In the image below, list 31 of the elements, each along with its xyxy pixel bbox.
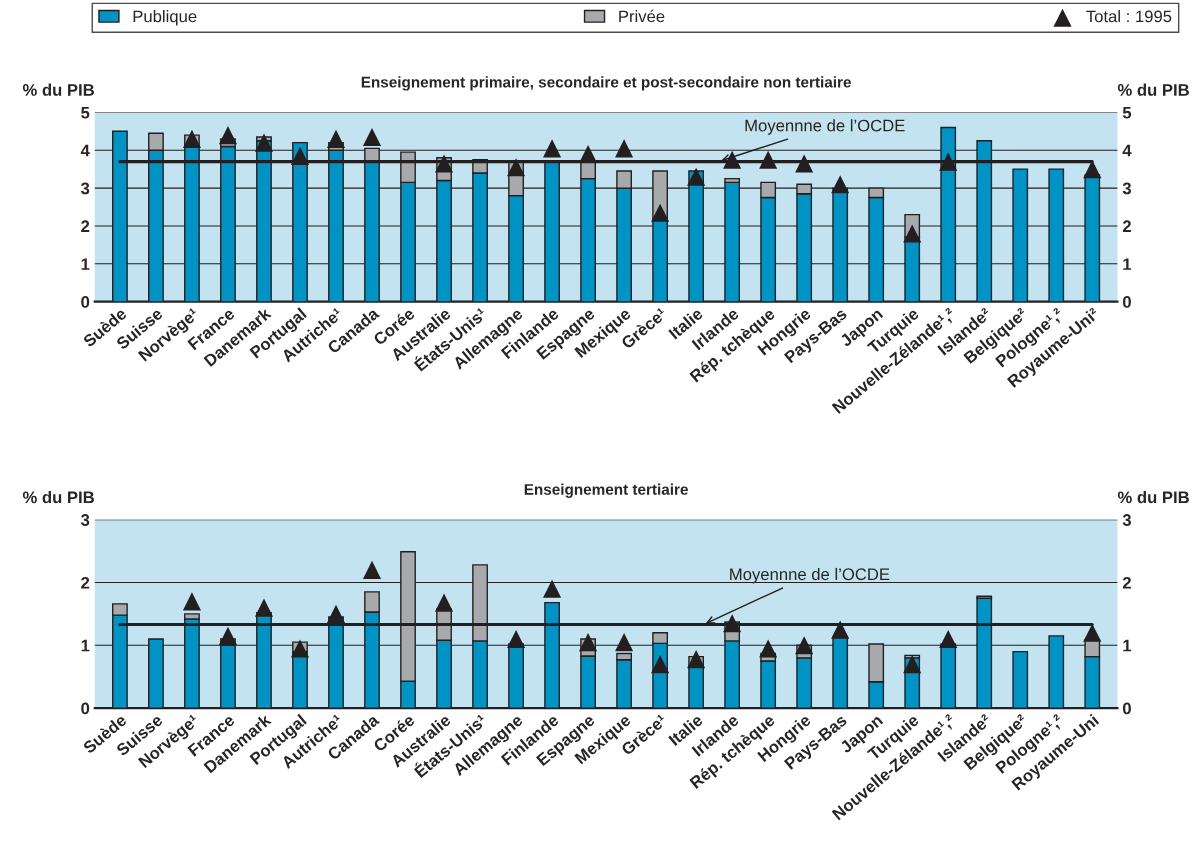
y2-tick-label: 1 [1123, 258, 1132, 270]
y2-tick-label: 2 [1122, 576, 1131, 589]
y2-tick-label: 4 [1122, 144, 1132, 157]
y-axis-title: % du PIB [22, 490, 94, 504]
y-tick-label: 2 [81, 576, 90, 589]
y2-tick-label: 1 [1123, 639, 1132, 652]
y-tick-label: 3 [80, 182, 90, 195]
legend-label: Total : 1995 [1086, 10, 1172, 23]
y-tick-label: 0 [81, 702, 90, 715]
y2-tick-label: 0 [1122, 296, 1131, 308]
y-tick-label: 1 [81, 258, 90, 270]
ref-line-label: Moyennne de l’OCDE [745, 119, 905, 135]
y2-tick-label: 2 [1122, 220, 1131, 232]
y-tick-label: 1 [81, 639, 90, 652]
y-tick-label: 0 [81, 296, 90, 308]
y-tick-label: 4 [80, 144, 90, 157]
y-axis-title: % du PIB [22, 83, 94, 96]
y2-axis-title: % du PIB [1117, 83, 1189, 96]
chart-title: Enseignement tertiaire [524, 483, 688, 498]
y-tick-label: 5 [81, 106, 90, 119]
y-tick-label: 2 [81, 220, 90, 232]
y-tick-label: 3 [80, 514, 90, 526]
legend-label: Privée [619, 9, 665, 23]
y2-tick-label: 3 [1122, 182, 1131, 195]
y2-tick-label: 0 [1122, 702, 1131, 715]
legend-label: Publique [133, 10, 197, 26]
y2-axis-title: % du PIB [1117, 490, 1189, 504]
chart-title: Enseignement primaire, secondaire et post-secondaire non tertiaire [361, 76, 851, 91]
y2-tick-label: 5 [1122, 106, 1132, 119]
ref-line-label: Moyennne de l’OCDE [730, 567, 890, 584]
y2-tick-label: 3 [1122, 514, 1131, 526]
